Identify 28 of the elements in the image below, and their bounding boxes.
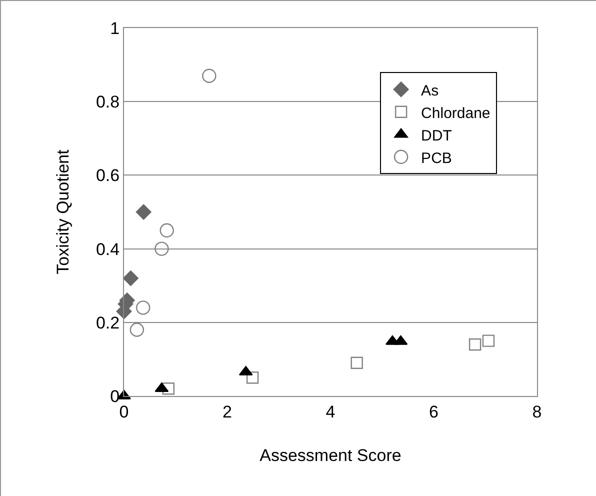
legend-label: PCB: [421, 150, 452, 167]
legend-label: As: [421, 82, 439, 100]
point: [482, 334, 495, 347]
x-axis-title: Assessment Score: [260, 446, 402, 465]
x-tick-label: 8: [532, 402, 542, 422]
point: [136, 300, 150, 315]
x-tick-label: 4: [326, 402, 336, 422]
point: [130, 322, 144, 337]
point: [350, 356, 363, 369]
x-tick-label: 6: [429, 402, 438, 422]
y-tick-label: 1: [110, 18, 120, 38]
point: [160, 223, 174, 238]
point: [468, 338, 482, 351]
point: [122, 270, 138, 286]
y-tick-label: 0.4: [96, 240, 120, 259]
y-tick-label: 0: [110, 386, 120, 406]
y-tick-label: 0.6: [96, 166, 120, 186]
point: [136, 204, 152, 220]
y-tick-label: 0.8: [96, 92, 120, 112]
legend-label: Chlordane: [421, 104, 490, 122]
point: [202, 68, 216, 83]
point: [246, 372, 259, 384]
point: [162, 382, 174, 395]
legend-label: DDT: [421, 127, 452, 144]
y-axis-title: Toxicity Quotient: [54, 149, 73, 274]
x-tick-label: 2: [222, 402, 232, 422]
point: [154, 242, 169, 256]
y-tick-label: 0.2: [96, 313, 120, 332]
